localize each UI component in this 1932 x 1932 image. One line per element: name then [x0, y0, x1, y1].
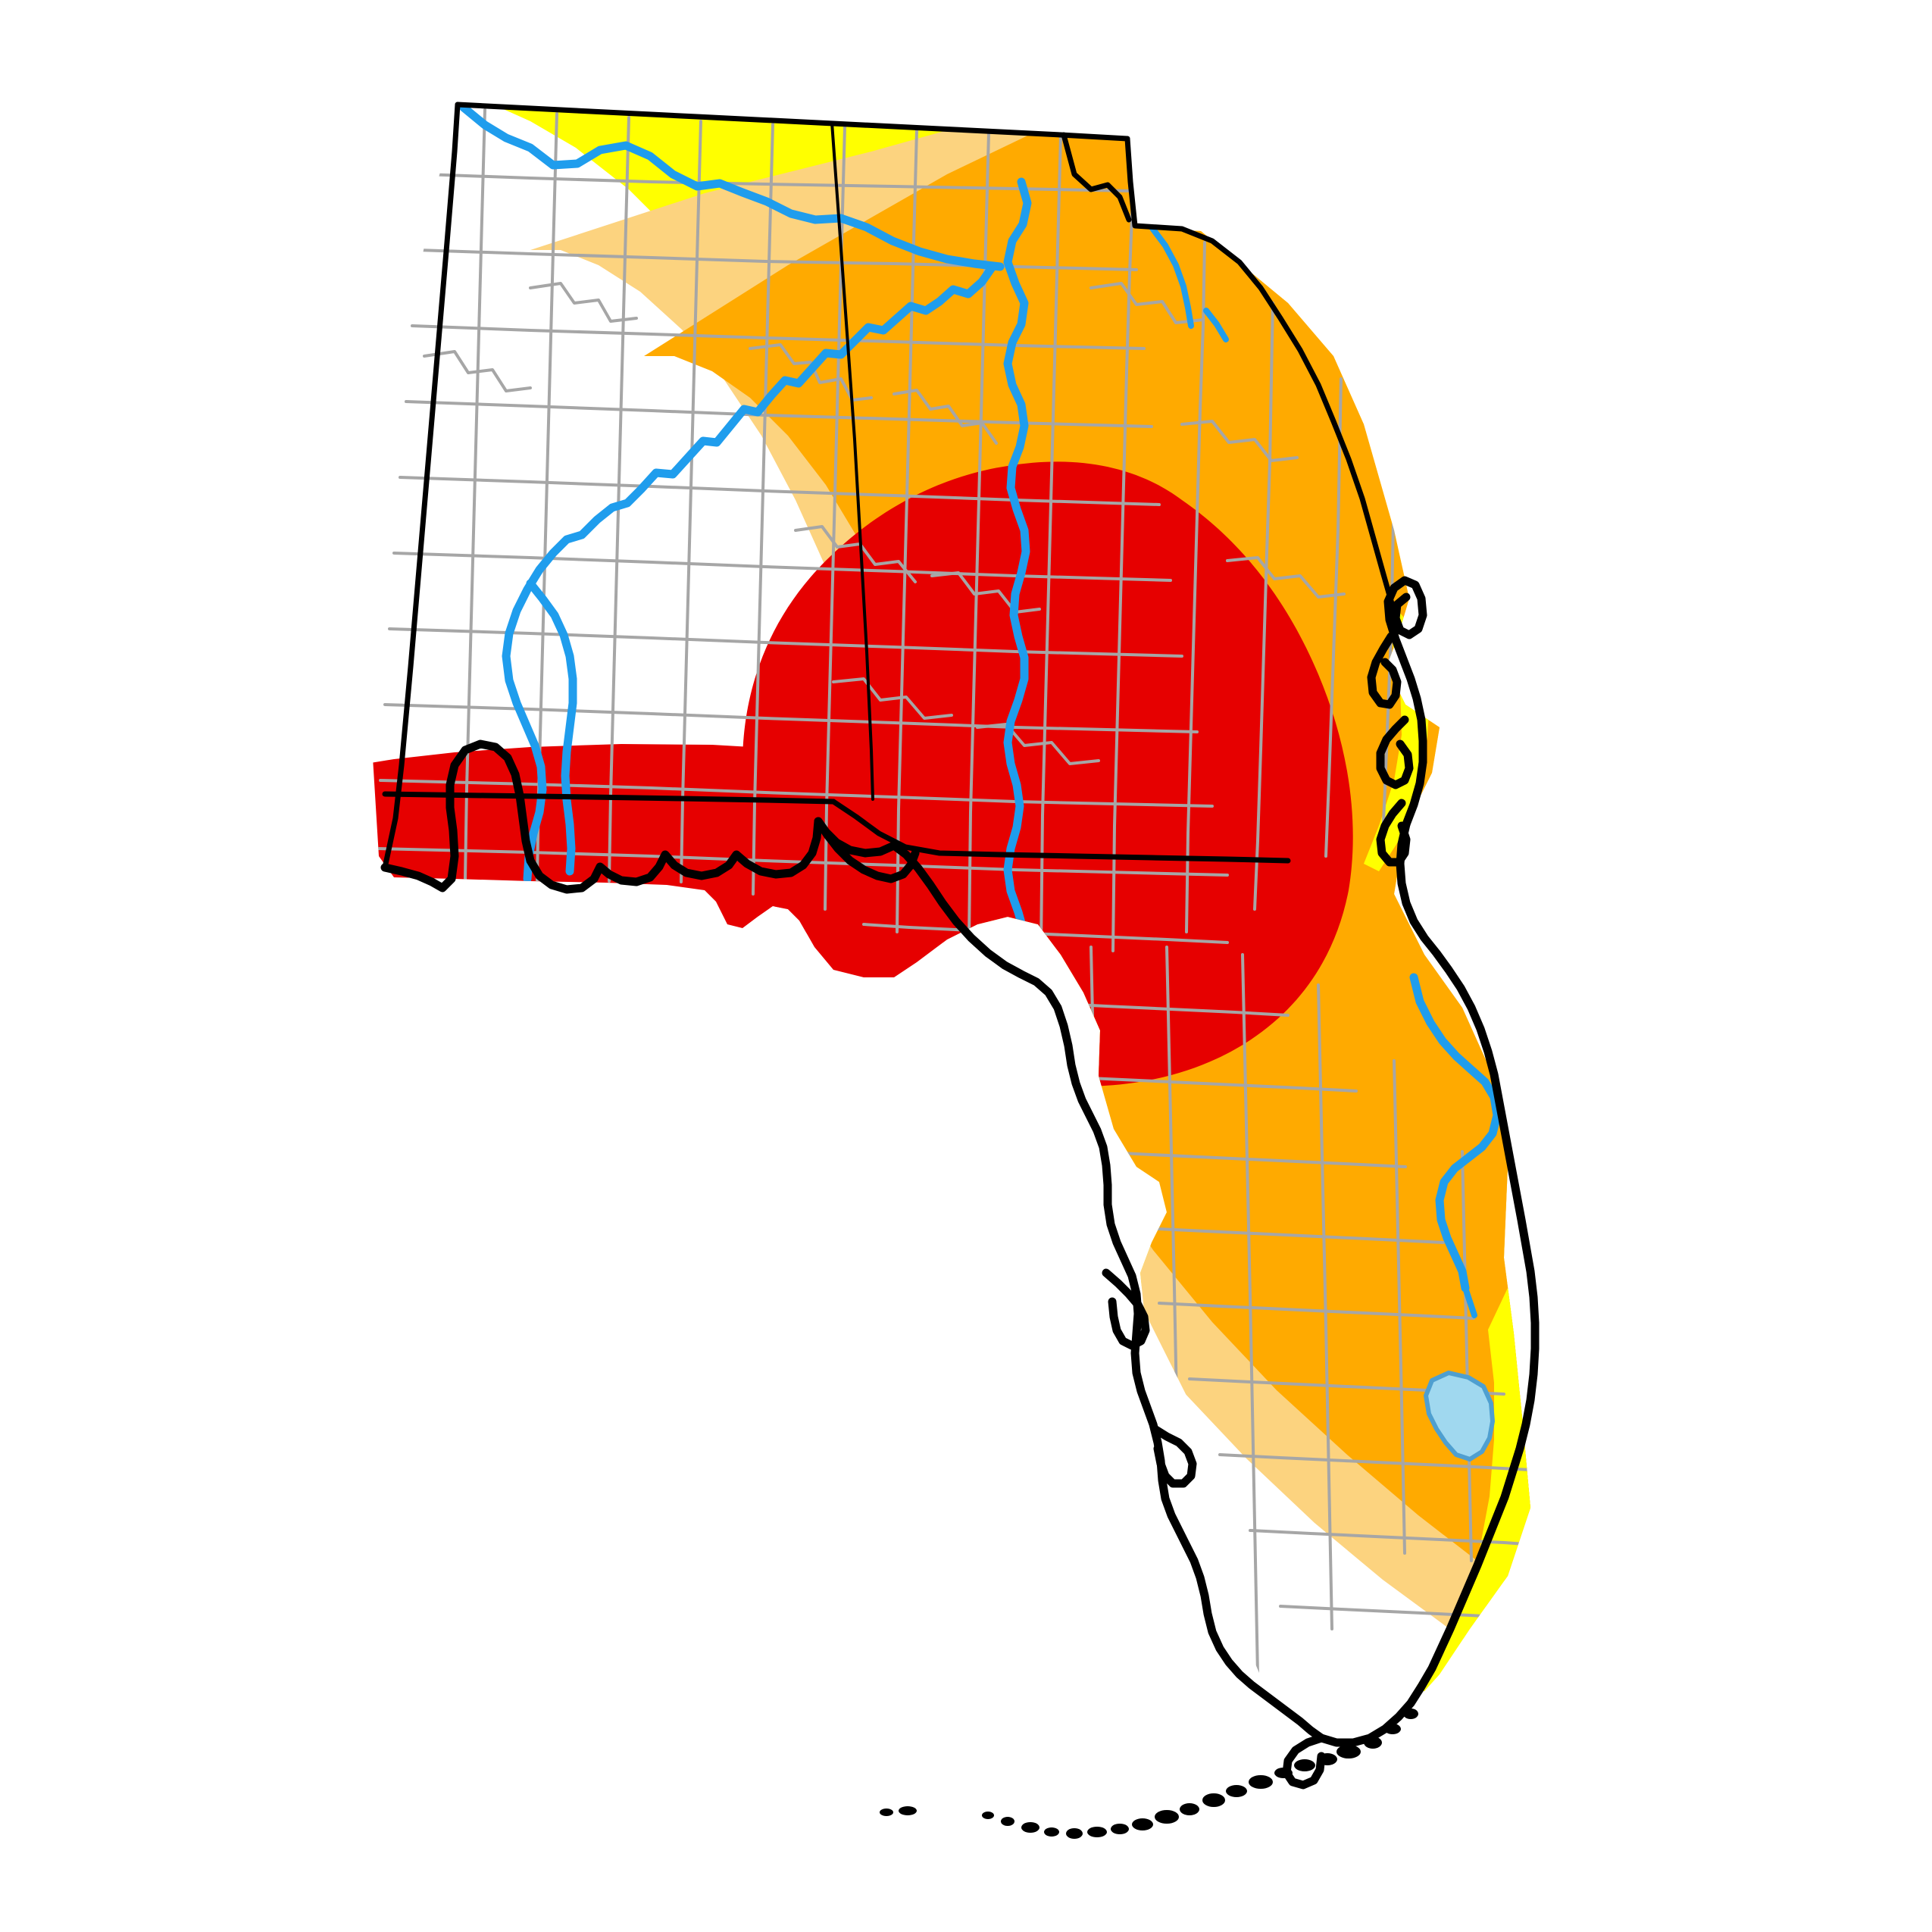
state-border-georgia-florida: [830, 799, 1291, 864]
state-border-alabama-florida: [382, 791, 836, 805]
coastline-charlotte-harbor: [1150, 1424, 1197, 1488]
state-border-north: [455, 102, 1130, 142]
coastal-river: [1203, 308, 1229, 342]
chattahoochee-river: [1003, 177, 1032, 955]
coastline-savannah-inlets: [1367, 632, 1402, 709]
coastline-tampa-bay: [1102, 1268, 1150, 1350]
tombigbee-river: [526, 579, 577, 876]
state-border-georgia-east: [1124, 136, 1396, 609]
lake-okeechobee: [1424, 1371, 1495, 1462]
coastline-brunswick-inlets: [1376, 715, 1414, 789]
coastlines: [380, 576, 1540, 1839]
coastline-florida-bay: [1282, 1733, 1326, 1790]
kissimmee-river: [1462, 1285, 1477, 1318]
st-johns-river: [1409, 973, 1502, 1293]
state-border-georgia-northeast-notch: [1061, 132, 1132, 223]
coastline-florida-atlantic: [1317, 820, 1540, 1747]
state-border-alabama-georgia: [830, 121, 874, 801]
river-network: [459, 105, 1502, 1318]
coastline-gulf-alabama: [380, 739, 899, 894]
coastline-cumberland-island: [1376, 799, 1411, 867]
coastline-georgia-atlantic: [1383, 576, 1427, 829]
state-boundaries: [382, 102, 1396, 871]
drought-zone-d3-core: [742, 461, 1353, 1086]
coastline-panhandle: [814, 817, 920, 883]
alabama-river: [502, 262, 997, 883]
tennessee-river: [459, 105, 1005, 271]
